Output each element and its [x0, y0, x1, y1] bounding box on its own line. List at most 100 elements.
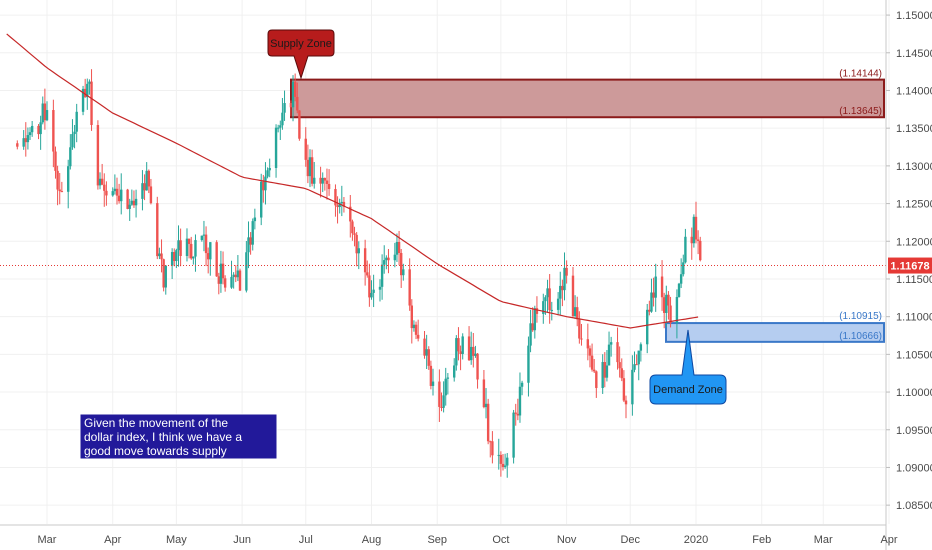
candle-body: [631, 369, 634, 405]
candle-body: [556, 298, 560, 310]
candle-body: [472, 346, 475, 356]
candle-body: [393, 254, 397, 261]
supply-zone-callout[interactable]: Supply Zone: [267, 29, 335, 80]
candle-body: [194, 240, 197, 257]
candle-body: [675, 296, 679, 323]
moving-average-line: [6, 33, 699, 329]
candle-body: [279, 125, 282, 128]
candle-body: [253, 217, 257, 222]
candle-body: [609, 342, 613, 345]
candle-body: [351, 221, 354, 234]
candle-body: [461, 336, 464, 354]
candle-body: [395, 242, 399, 255]
x-tick-label: Apr: [880, 534, 897, 546]
candle-body: [349, 206, 352, 222]
demand-zone-box[interactable]: [665, 322, 885, 343]
candle-body: [648, 309, 651, 312]
candle-body: [639, 344, 643, 351]
candle-body: [98, 178, 102, 186]
candle-body: [476, 353, 479, 380]
x-tick-label: May: [166, 534, 187, 546]
y-tick-label: 1.10500: [896, 349, 932, 361]
candle-body: [156, 203, 159, 257]
candle-body: [162, 259, 165, 288]
candle-body: [105, 190, 108, 196]
candle-body: [618, 362, 621, 369]
candle-body: [134, 198, 138, 206]
supply-zone-bottom-label: (1.13645): [839, 106, 882, 117]
y-tick-label: 1.12000: [896, 236, 932, 248]
candle-body: [90, 81, 93, 126]
y-tick-label: 1.15000: [896, 10, 932, 22]
y-tick-label: 1.08500: [896, 500, 932, 512]
candle-body: [69, 147, 72, 167]
candle-body: [442, 395, 445, 408]
x-tick-label: Apr: [104, 534, 121, 546]
x-tick-label: 2020: [684, 534, 708, 546]
candle-body: [281, 112, 284, 126]
candle-body: [111, 191, 114, 196]
candle-body: [387, 257, 390, 261]
candle-body: [423, 338, 426, 356]
candle-body: [408, 269, 411, 306]
candle-body: [357, 248, 360, 254]
candle-body: [601, 362, 604, 388]
x-axis-tick-labels: Mar Apr May Jun Jul Aug Sep Oct Nov Dec 2020 Feb Mar…: [38, 534, 898, 546]
x-tick-label: Aug: [362, 534, 382, 546]
candle-body: [204, 234, 208, 254]
candle-body: [170, 252, 174, 266]
candle-body: [399, 252, 403, 276]
candle-body: [527, 345, 530, 383]
candle-body: [578, 319, 581, 339]
analysis-note[interactable]: Given the movement of the dollar index, I…: [79, 413, 278, 460]
candle-body: [81, 88, 85, 112]
candle-body: [677, 283, 681, 297]
candle-body: [512, 412, 515, 458]
candlestick-series: [16, 69, 702, 478]
candle-body: [438, 381, 441, 407]
candle-body: [230, 276, 233, 288]
candle-body: [667, 294, 670, 306]
candle-body: [130, 200, 134, 205]
candle-body: [173, 252, 176, 262]
supply-zone-box[interactable]: [290, 78, 885, 119]
candle-body: [459, 351, 462, 354]
candle-body: [117, 195, 121, 202]
candle-body: [141, 183, 144, 199]
y-tick-label: 1.14000: [896, 85, 932, 97]
x-tick-label: Jul: [299, 534, 313, 546]
candle-body: [96, 125, 100, 186]
candle-body: [486, 403, 490, 442]
candle-body: [383, 260, 386, 265]
x-tick-label: Nov: [557, 534, 577, 546]
candle-body: [518, 386, 522, 416]
candle-body: [276, 127, 280, 129]
candle-body: [274, 127, 278, 168]
candle-body: [232, 274, 235, 277]
candle-body: [576, 307, 579, 320]
candle-body: [372, 289, 375, 293]
candle-body: [431, 381, 435, 386]
candle-body: [177, 240, 180, 251]
candle-body: [397, 242, 401, 253]
x-tick-label: Mar: [38, 534, 57, 546]
candle-body: [586, 339, 590, 349]
candle-body: [684, 236, 687, 263]
candle-body: [236, 270, 240, 278]
candle-body: [223, 278, 227, 288]
demand-zone-bottom-label: (1.10666): [839, 331, 882, 342]
demand-zone-callout[interactable]: Demand Zone: [649, 329, 727, 405]
candle-body: [160, 253, 163, 260]
candle-body: [622, 378, 626, 401]
last-price-tag-text: 1.11678: [890, 261, 929, 273]
candle-body: [268, 167, 271, 171]
candle-body: [588, 348, 592, 356]
candle-body: [308, 157, 312, 177]
candle-body: [143, 183, 146, 191]
candle-body: [83, 88, 87, 98]
candle-body: [149, 186, 153, 204]
candle-body: [635, 364, 638, 366]
candle-body: [200, 235, 204, 241]
candle-body: [652, 292, 655, 298]
